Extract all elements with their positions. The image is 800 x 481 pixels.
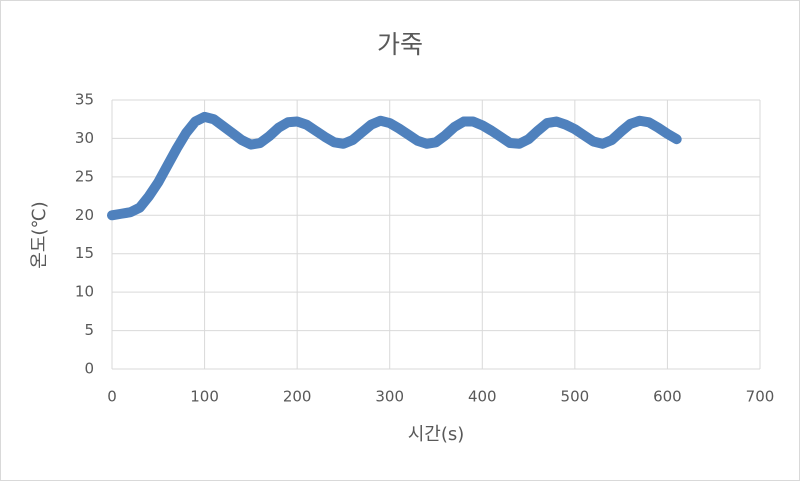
y-tick-label: 5 [84,321,94,339]
x-tick-label: 500 [561,388,590,406]
y-tick-label: 30 [75,129,94,147]
y-axis-label: 온도(℃) [29,201,50,268]
y-tick-label: 20 [75,206,94,224]
chart-title: 가죽 [377,30,423,59]
x-axis-label: 시간(s) [408,424,465,445]
y-tick-label: 10 [75,283,94,301]
y-tick-label: 15 [75,244,94,262]
x-tick-label: 200 [283,388,312,406]
x-tick-label: 100 [190,388,219,406]
x-tick-label: 700 [746,388,775,406]
x-tick-label: 600 [653,388,682,406]
x-tick-label: 300 [375,388,404,406]
x-tick-label: 400 [468,388,497,406]
y-tick-label: 0 [84,360,94,378]
y-tick-label: 35 [75,91,94,109]
data-line [107,111,682,221]
x-tick-label: 0 [107,388,117,406]
y-tick-label: 25 [75,167,94,185]
